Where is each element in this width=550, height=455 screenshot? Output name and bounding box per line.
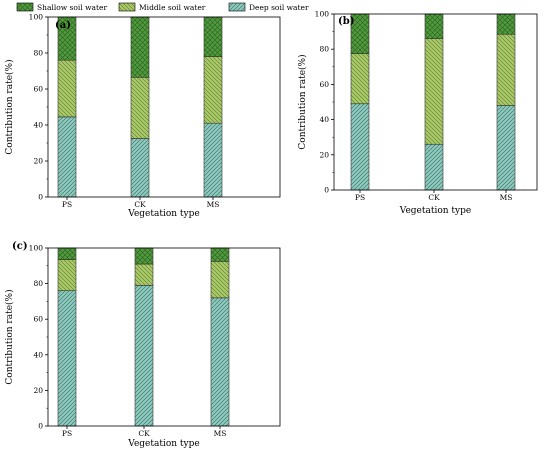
x-tick-label-ms: MS bbox=[207, 200, 220, 209]
bar-ms-deep-soil-water bbox=[496, 105, 516, 191]
y-tick-label: 100 bbox=[29, 244, 44, 253]
legend-label-shallow-soil-water: Shallow soil water bbox=[37, 3, 107, 12]
bar-ck-shallow-soil-water bbox=[424, 13, 444, 39]
y-tick-label: 80 bbox=[33, 279, 43, 288]
panel-label: (b) bbox=[338, 16, 354, 27]
plot-frame bbox=[47, 16, 281, 198]
y-tick-label: 0 bbox=[324, 186, 329, 195]
y-tick-label: 0 bbox=[38, 193, 43, 202]
x-tick-label-ps: PS bbox=[62, 200, 72, 209]
bar-ms-shallow-soil-water bbox=[496, 13, 516, 35]
panel-label: (c) bbox=[12, 241, 28, 252]
y-tick-label: 40 bbox=[319, 115, 329, 124]
bar-ck-deep-soil-water bbox=[130, 138, 150, 198]
bar-ps-deep-soil-water bbox=[350, 103, 370, 191]
plot-frame bbox=[47, 247, 281, 427]
y-tick-label: 40 bbox=[33, 350, 43, 359]
chart-panels: 0 20 40 60 80 100 PS CK MS Vegetation type Contrib… bbox=[4, 10, 538, 449]
bar-ms-middle-soil-water bbox=[496, 33, 516, 106]
chart-panel-c: 0 20 40 60 80 100 PS CK MS Vegetation type Contrib… bbox=[4, 241, 281, 449]
x-tick-label-ms: MS bbox=[214, 429, 227, 438]
y-tick-label: 0 bbox=[38, 422, 43, 431]
bar-ps-deep-soil-water bbox=[57, 116, 77, 198]
bar-ps-middle-soil-water bbox=[57, 59, 77, 118]
y-axis-label: Contribution rate(%) bbox=[297, 54, 308, 149]
x-tick-label-ck: CK bbox=[134, 200, 146, 209]
y-tick-label: 60 bbox=[33, 85, 43, 94]
x-tick-label-ps: PS bbox=[62, 429, 72, 438]
y-tick-label: 80 bbox=[33, 49, 43, 58]
bar-ck-shallow-soil-water bbox=[130, 16, 150, 78]
panel-label: (a) bbox=[55, 20, 71, 31]
bar-ck-middle-soil-water bbox=[134, 263, 154, 286]
legend-label-middle-soil-water: Middle soil water bbox=[139, 3, 206, 12]
legend-swatch-shallow-soil-water bbox=[16, 2, 34, 12]
bar-ms-middle-soil-water bbox=[210, 261, 230, 299]
x-axis-label: Vegetation type bbox=[127, 209, 199, 219]
bar-ck-deep-soil-water bbox=[424, 143, 444, 191]
y-tick-label: 40 bbox=[33, 121, 43, 130]
chart-panel-a: 0 20 40 60 80 100 PS CK MS Vegetation type Contrib… bbox=[4, 13, 281, 219]
legend-swatch-middle-soil-water bbox=[118, 2, 136, 12]
y-tick-label: 20 bbox=[33, 386, 43, 395]
bar-ck-shallow-soil-water bbox=[134, 247, 154, 265]
bar-ms-deep-soil-water bbox=[210, 297, 230, 427]
y-axis-label: Contribution rate(%) bbox=[4, 289, 15, 384]
bar-ps-deep-soil-water bbox=[57, 290, 77, 427]
bar-ms-middle-soil-water bbox=[203, 56, 223, 124]
y-tick-label: 100 bbox=[315, 10, 330, 19]
y-tick-label: 80 bbox=[319, 45, 329, 54]
bar-ck-middle-soil-water bbox=[424, 38, 444, 145]
y-axis-label: Contribution rate(%) bbox=[4, 59, 15, 154]
y-tick-label: 60 bbox=[319, 80, 329, 89]
y-tick-label: 20 bbox=[319, 150, 329, 159]
bar-ms-deep-soil-water bbox=[203, 122, 223, 198]
bar-ps-shallow-soil-water bbox=[57, 247, 77, 260]
x-tick-label-ck: CK bbox=[138, 429, 150, 438]
bar-ms-shallow-soil-water bbox=[210, 247, 230, 262]
legend-label-deep-soil-water: Deep soil water bbox=[249, 3, 309, 12]
bar-ck-deep-soil-water bbox=[134, 285, 154, 427]
x-tick-label-ps: PS bbox=[355, 193, 365, 202]
x-axis-label: Vegetation type bbox=[127, 439, 199, 449]
y-tick-label: 100 bbox=[29, 13, 44, 22]
y-tick-label: 20 bbox=[33, 157, 43, 166]
x-axis-label: Vegetation type bbox=[399, 206, 471, 216]
legend-swatch-deep-soil-water bbox=[228, 2, 246, 12]
x-tick-label-ck: CK bbox=[428, 193, 440, 202]
bar-ms-shallow-soil-water bbox=[203, 16, 223, 57]
bar-ps-middle-soil-water bbox=[57, 259, 77, 292]
bar-ck-middle-soil-water bbox=[130, 77, 150, 139]
y-tick-label: 60 bbox=[33, 315, 43, 324]
chart-panel-b: 0 20 40 60 80 100 PS CK MS Vegetation type Contrib… bbox=[297, 10, 538, 216]
legend: Shallow soil water Middle soil water Deep … bbox=[16, 2, 309, 12]
bar-ps-middle-soil-water bbox=[350, 53, 370, 105]
x-tick-label-ms: MS bbox=[500, 193, 513, 202]
